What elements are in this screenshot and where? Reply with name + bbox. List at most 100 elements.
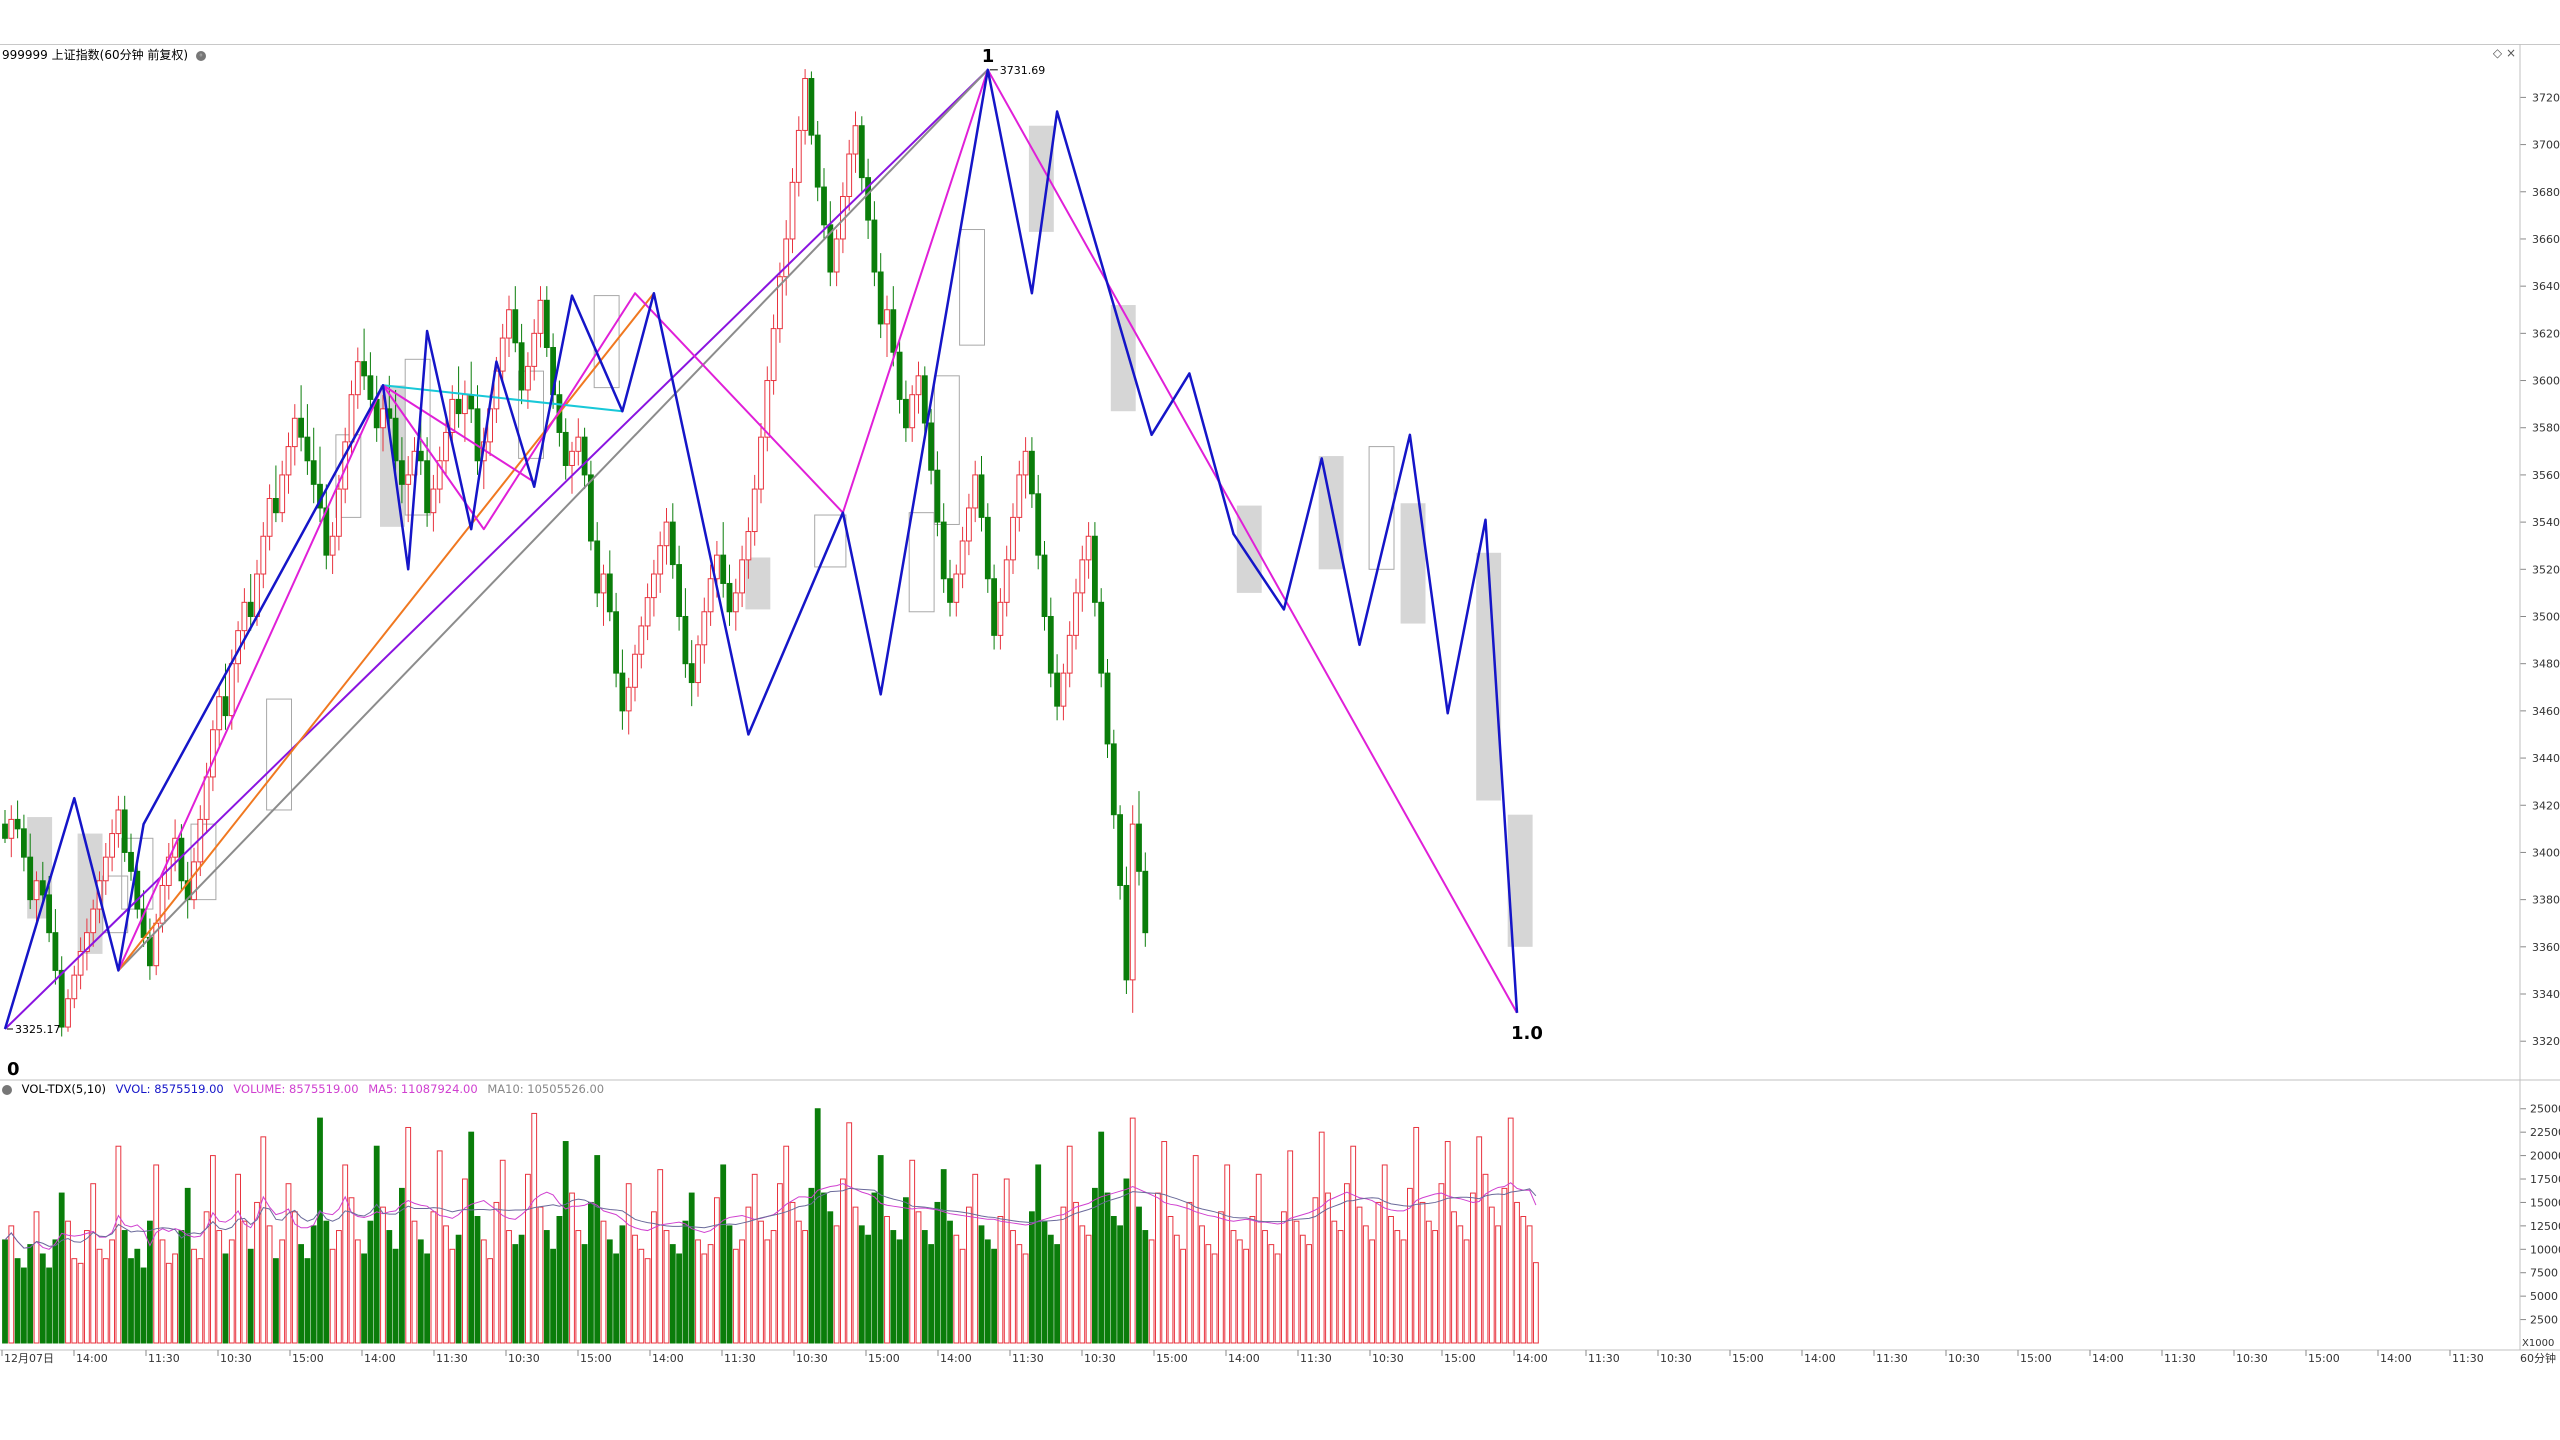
wave-label-1: 1 [982,46,995,67]
volume-legend: VOL-TDX(5,10) VVOL: 8575519.00 VOLUME: 8… [2,1082,610,1096]
candle-down [613,611,620,674]
volume-bar-up [909,1159,916,1344]
candle-layer [2,69,1149,1037]
volume-bar-up [342,1164,349,1344]
volume-bar-up [443,1225,449,1344]
candle-down [865,177,872,221]
volume-bar-up [1457,1225,1464,1344]
volume-bar-up [852,1206,859,1344]
volume-bar-up [90,1183,97,1344]
candle-down [273,498,279,514]
candle-down [984,516,991,580]
volume-value: VOLUME: 8575519.00 [233,1082,359,1096]
volume-bar-down [865,1234,872,1344]
candle-up [241,601,248,632]
candle-up [1016,474,1023,518]
price-tick-label: 3440 [2532,752,2560,765]
volume-bar-up [525,1173,531,1344]
volume-bar-up [487,1258,494,1344]
time-tick-label: 11:30 [1876,1352,1908,1365]
volume-bar-up [1155,1192,1161,1344]
volume-bar-up [1249,1216,1256,1344]
volume-bar-up [707,1244,714,1344]
volume-bar-up [644,1258,651,1344]
vol-settings-icon[interactable] [2,1084,12,1095]
candle-down [808,78,815,136]
price-tick-label: 3620 [2532,327,2560,340]
volume-bar-up [695,1239,701,1344]
settings-dot-icon[interactable]: ◦ [195,50,206,61]
ma10-value: MA10: 10505526.00 [487,1082,605,1096]
volume-bar-up [210,1155,216,1344]
volume-bar-down [669,1244,676,1344]
volume-unit-label: X1000 [2522,1338,2554,1349]
candle-down [978,474,985,518]
candle-down [323,507,330,556]
wave-label-1-0: 1.0 [1511,1023,1543,1044]
volume-bar-down [1104,1192,1111,1344]
time-tick-label: 11:30 [2164,1352,2196,1365]
candle-up [638,625,645,655]
price-tick-label: 3420 [2532,799,2560,812]
candle-down [1047,615,1054,674]
volume-bar-down [1136,1206,1142,1344]
volume-bar-down [858,1225,865,1344]
panel-controls[interactable]: ◇ × [2493,46,2516,60]
volume-bar-down [921,1230,928,1344]
candle-down [134,870,141,910]
volume-bar-down [134,1248,141,1344]
candle-down [310,460,317,485]
volume-bar-up [65,1220,71,1344]
consolidation-box-outline [190,823,217,901]
volume-bar-down [386,1230,393,1344]
volume-bar-up [506,1230,512,1344]
consolidation-box-outline [102,875,129,934]
restore-icon[interactable]: ◇ [2492,46,2503,60]
wave-label-0: 0 [7,1059,20,1080]
price-tick-label: 3520 [2532,563,2560,576]
volume-bar-up [1331,1220,1338,1344]
volume-bar-up [279,1239,286,1344]
candle-down [367,375,374,400]
volume-bar-up [266,1225,273,1344]
volume-bar-down [1142,1230,1149,1344]
volume-bar-up [1186,1201,1193,1344]
candle-up [732,592,739,613]
candle-up [1073,592,1079,636]
candle-up [739,559,746,594]
volume-bar-up [71,1258,78,1344]
candle-down [14,818,21,830]
volume-bar-up [833,1225,840,1344]
volume-bar-up [966,1206,972,1344]
candle-down [1110,743,1117,816]
consolidation-box-shaded [1110,305,1136,412]
candle-down [594,540,601,594]
candle-up [1060,672,1067,707]
candle-up [291,417,298,448]
price-tick-label: 3460 [2532,705,2560,718]
volume-bar-up [197,1258,204,1344]
volume-tick-label: 2500 [2530,1314,2558,1327]
volume-bar-up [1325,1192,1331,1344]
volume-bar-down [121,1230,128,1344]
volume-bar-up [915,1211,922,1344]
volume-bar-down [947,1220,953,1344]
volume-bar-down [273,1258,279,1344]
volume-bar-down [940,1169,947,1344]
volume-bar-up [732,1248,739,1344]
volume-bar-down [594,1155,601,1344]
candle-up [1079,559,1086,594]
price-tick-label: 3700 [2532,139,2560,152]
volume-bar-down [934,1201,941,1344]
volume-bar-up [537,1206,544,1344]
candle-down [688,663,695,684]
close-icon[interactable]: × [2505,46,2516,60]
candle-up [1085,535,1092,561]
volume-bar-up [191,1248,197,1344]
ma5-value: MA5: 11087924.00 [368,1082,478,1096]
candle-up [714,554,720,580]
volume-bar-up [1482,1173,1489,1344]
volume-bar-up [1375,1201,1382,1344]
volume-bar-up [1287,1150,1294,1344]
